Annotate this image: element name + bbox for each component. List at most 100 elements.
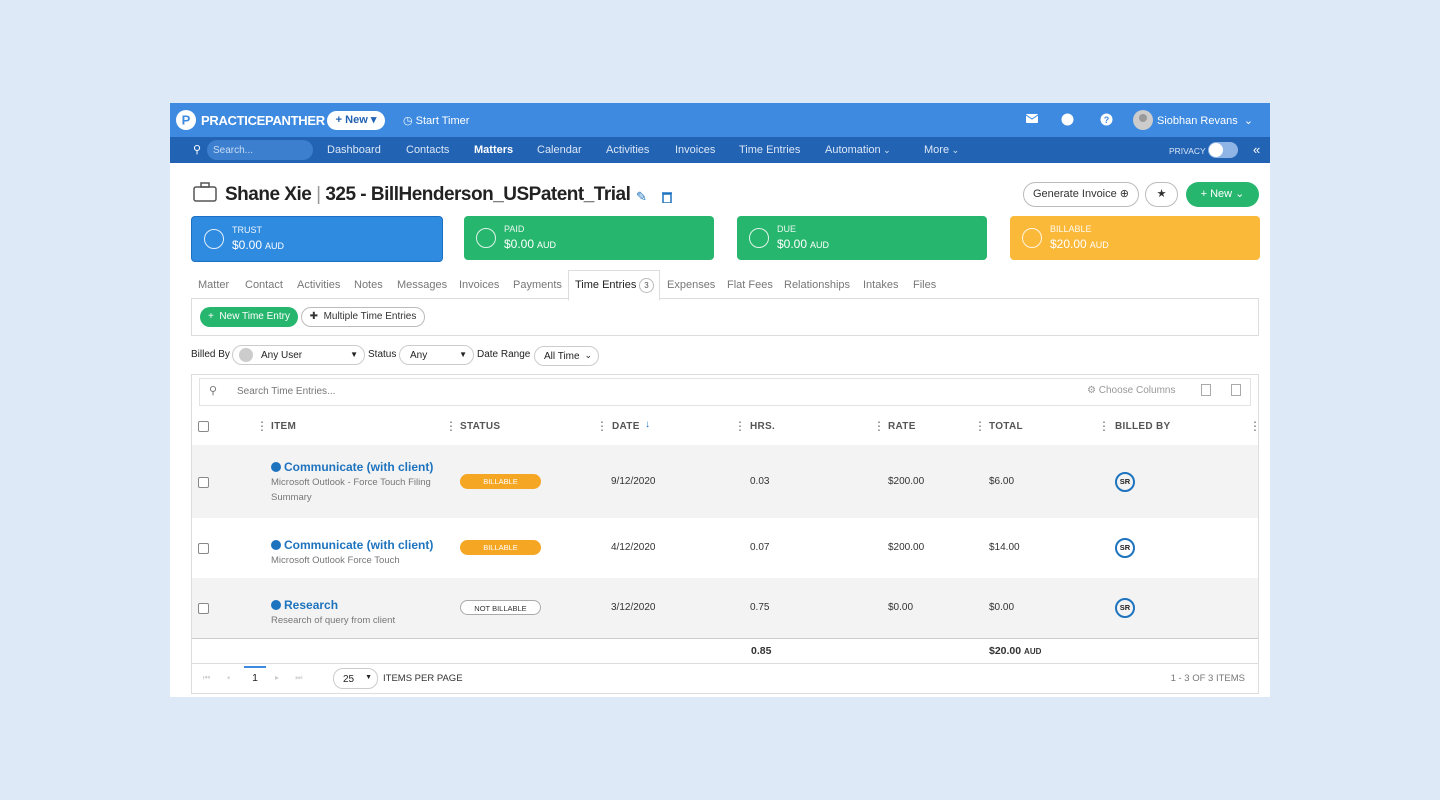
nav-item[interactable]: More ⌄ (924, 144, 960, 156)
entry-title[interactable]: Communicate (with client) (284, 460, 434, 474)
tab[interactable]: Flat Fees (727, 279, 773, 291)
card-amount: $20.00 AUD (1050, 237, 1109, 251)
column-menu[interactable]: ⋮ (1249, 419, 1261, 433)
summary-card[interactable]: TRUST $0.00 AUD (191, 216, 443, 262)
pager-divider (192, 663, 1258, 664)
card-label: TRUST (232, 225, 262, 235)
matter-name: 325 - BillHenderson_USPatent_Trial (325, 184, 631, 205)
nav-item[interactable]: Invoices (675, 144, 716, 156)
nav-item[interactable]: Matters (474, 144, 514, 156)
multiple-entries-button[interactable]: ✚ Multiple Time Entries (301, 307, 425, 327)
table-search[interactable] (199, 378, 1251, 406)
pager-arrows-right[interactable]: ▸ ⏭ (275, 673, 303, 682)
tab[interactable]: Matter (198, 279, 230, 291)
tab[interactable]: Activities (297, 279, 341, 291)
mail-icon[interactable] (1026, 114, 1038, 124)
search-box[interactable] (207, 140, 313, 160)
tab[interactable]: Time Entries (575, 279, 637, 291)
globe-icon[interactable] (1061, 113, 1074, 126)
row-checkbox[interactable] (198, 476, 209, 488)
matter-new-button[interactable]: + New ⌄ (1186, 182, 1259, 207)
user-name: Siobhan Revans (1157, 115, 1238, 127)
delete-icon[interactable] (662, 191, 672, 203)
new-button[interactable]: + New ▾ (327, 111, 385, 130)
start-timer[interactable]: ◷ Start Timer (403, 115, 470, 127)
tab[interactable]: Messages (397, 279, 448, 291)
entry-title[interactable]: Research (284, 598, 339, 612)
generate-invoice-label: Generate Invoice (1032, 188, 1117, 200)
column-menu[interactable]: ⋮ (256, 419, 268, 433)
row-checkbox[interactable] (198, 603, 209, 614)
table-search-placeholder: Search Time Entries... (237, 386, 336, 397)
row-checkbox[interactable] (198, 543, 209, 554)
billed-by-select[interactable]: Any User ▼ (232, 345, 365, 365)
column-header[interactable]: ITEM (271, 421, 297, 432)
filter-value: Any (410, 350, 428, 361)
privacy-toggle[interactable] (1208, 142, 1238, 158)
collapse-icon[interactable]: « (1253, 142, 1261, 157)
brand: PRACTICEPANTHER (201, 113, 325, 128)
sort-indicator[interactable]: ↓ (645, 419, 650, 430)
nav-item[interactable]: Calendar (537, 144, 582, 156)
matter-new-label: New (1210, 188, 1233, 200)
new-time-entry-button[interactable]: + New Time Entry (200, 307, 298, 327)
entry-date: 9/12/2020 (611, 475, 656, 487)
grand-total-currency: AUD (1024, 647, 1042, 656)
per-page-select[interactable]: 25 ▼ (333, 668, 378, 689)
tab[interactable]: Invoices (459, 279, 500, 291)
status-pill: BILLABLE (460, 540, 541, 555)
tab[interactable]: Payments (513, 279, 562, 291)
column-menu[interactable]: ⋮ (596, 419, 608, 433)
new-label: New (345, 114, 368, 126)
tab[interactable]: Intakes (863, 279, 899, 291)
generate-invoice-button[interactable]: Generate Invoice ⊕ (1023, 182, 1139, 207)
export-excel[interactable] (1201, 384, 1211, 396)
nav-item[interactable]: Activities (606, 144, 650, 156)
status-pill: NOT BILLABLE (460, 600, 541, 615)
card-currency: AUD (537, 240, 557, 250)
matter-title: Shane Xie | 325 - BillHenderson_USPatent… (225, 184, 631, 206)
favorite-button[interactable]: ★ (1145, 182, 1178, 207)
tab[interactable]: Files (913, 279, 937, 291)
status-select[interactable]: Any ▼ (399, 345, 474, 365)
nav-item[interactable]: Contacts (406, 144, 450, 156)
choose-columns[interactable]: ⚙ Choose Columns (1087, 385, 1176, 396)
nav-item[interactable]: Dashboard (327, 144, 381, 156)
nav-item[interactable]: Automation ⌄ (825, 144, 891, 156)
summary-card[interactable]: BILLABLE $20.00 AUD (1010, 216, 1260, 260)
edit-icon[interactable]: ✎ (636, 189, 647, 204)
entry-rate: $200.00 (888, 542, 925, 553)
tab[interactable]: Notes (354, 279, 383, 291)
date-range-select[interactable]: All Time ⌄ (534, 346, 599, 366)
column-header[interactable]: TOTAL (989, 421, 1023, 432)
separator: | (316, 184, 321, 205)
column-menu[interactable]: ⋮ (445, 419, 457, 433)
column-header[interactable]: DATE (612, 421, 640, 432)
column-header[interactable]: STATUS (460, 421, 501, 432)
column-header[interactable]: RATE (888, 421, 916, 432)
entry-title[interactable]: Communicate (with client) (284, 538, 434, 552)
help-icon[interactable]: ? (1100, 113, 1113, 126)
nav-item[interactable]: Time Entries (739, 144, 801, 156)
summary-card[interactable]: DUE $0.00 AUD (737, 216, 987, 260)
column-menu[interactable]: ⋮ (1098, 419, 1110, 433)
tab[interactable]: Expenses (667, 279, 716, 291)
column-menu[interactable]: ⋮ (734, 419, 746, 433)
search-icon: ⚲ (209, 385, 218, 397)
column-header[interactable]: BILLED BY (1115, 421, 1171, 432)
column-menu[interactable]: ⋮ (974, 419, 986, 433)
avatar[interactable] (1133, 110, 1153, 130)
tab[interactable]: Relationships (784, 279, 851, 291)
summary-card[interactable]: PAID $0.00 AUD (464, 216, 714, 260)
current-page[interactable]: 1 (244, 666, 266, 689)
select-all-checkbox[interactable] (198, 421, 209, 432)
export-pdf[interactable] (1231, 384, 1241, 396)
entry-date: 3/12/2020 (611, 602, 656, 613)
tab[interactable]: Contact (245, 279, 283, 291)
pager-arrows-left[interactable]: ⏮ ◂ (203, 673, 231, 682)
toolbar (191, 299, 1259, 336)
card-currency: AUD (810, 240, 830, 250)
user-menu[interactable]: Siobhan Revans ⌄ (1157, 115, 1254, 127)
column-menu[interactable]: ⋮ (873, 419, 885, 433)
column-header[interactable]: HRS. (750, 421, 776, 432)
